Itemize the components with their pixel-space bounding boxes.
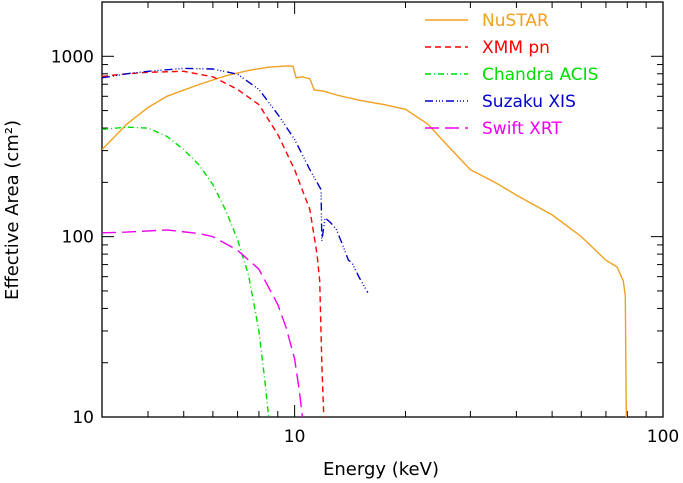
x-axis-title: Energy (keV) bbox=[323, 459, 439, 480]
series-line-swift-xrt bbox=[102, 229, 304, 417]
series-line-nustar bbox=[102, 65, 627, 417]
legend-label: Chandra ACIS bbox=[482, 65, 598, 85]
tick-labels: 10 100 10 100 1000 bbox=[51, 47, 679, 447]
series-line-suzaku-xis bbox=[102, 67, 369, 293]
series-line-xmm-pn bbox=[102, 70, 325, 417]
plot-frame bbox=[101, 1, 664, 418]
legend-label: NuSTAR bbox=[482, 11, 549, 31]
axes bbox=[101, 1, 664, 418]
series-line-chandra-acis bbox=[102, 126, 270, 417]
y-tick-label: 100 bbox=[62, 228, 94, 248]
legend-label: Suzaku XIS bbox=[482, 92, 576, 112]
legend: NuSTAR XMM pn Chandra ACIS Suzaku XIS Swift … bbox=[425, 11, 598, 139]
plot-series bbox=[102, 65, 627, 417]
x-tick-label: 100 bbox=[647, 427, 679, 447]
y-tick-label: 1000 bbox=[51, 47, 94, 67]
y-tick-label: 10 bbox=[72, 408, 94, 428]
x-tick-label: 10 bbox=[284, 427, 306, 447]
legend-label: XMM pn bbox=[482, 38, 550, 58]
y-axis-title: Effective Area (cm²) bbox=[2, 120, 23, 300]
legend-label: Swift XRT bbox=[482, 119, 562, 139]
